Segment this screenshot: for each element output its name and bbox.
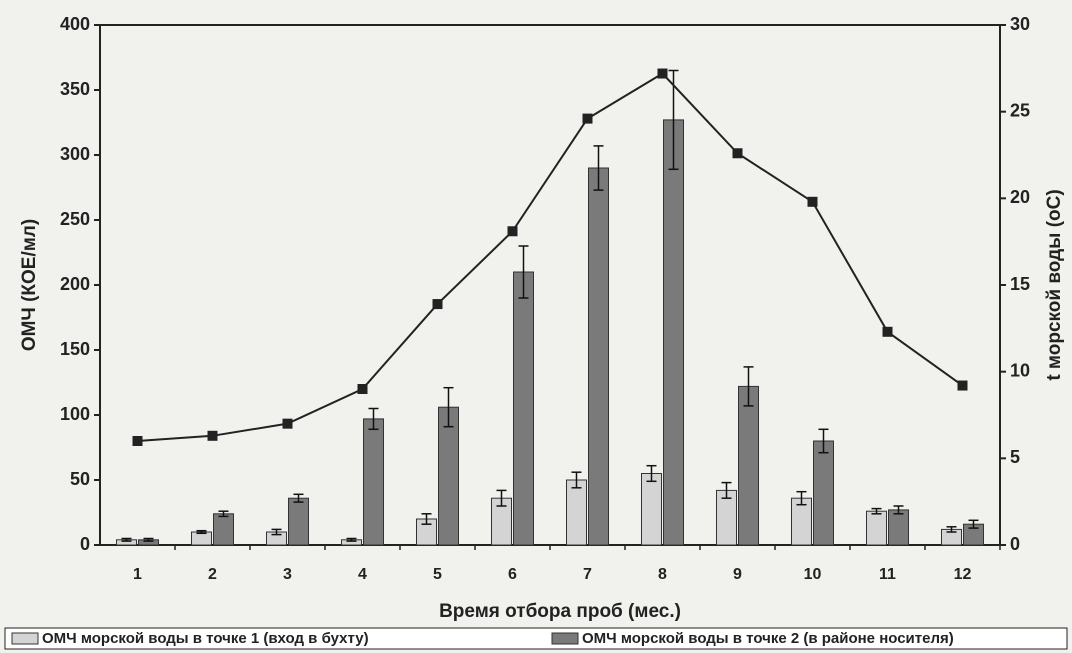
legend-swatch [552, 633, 578, 644]
y-tick-label: 50 [70, 469, 90, 489]
y2-tick-label: 30 [1010, 14, 1030, 34]
background [0, 0, 1072, 653]
y2-tick-label: 10 [1010, 360, 1030, 380]
line-marker [583, 114, 593, 124]
x-tick-label: 7 [583, 566, 592, 583]
bar [214, 514, 234, 545]
y-tick-label: 0 [80, 534, 90, 554]
y2-tick-label: 25 [1010, 100, 1030, 120]
y2-tick-label: 0 [1010, 534, 1020, 554]
x-tick-label: 8 [658, 566, 667, 583]
y2-axis-label: t морской воды (оС) [1044, 189, 1065, 380]
x-tick-label: 2 [208, 566, 217, 583]
line-marker [883, 327, 893, 337]
y-axis-label: ОМЧ (КОЕ/мл) [19, 219, 40, 351]
bar [664, 120, 684, 545]
line-marker [508, 226, 518, 236]
x-tick-label: 11 [879, 566, 896, 583]
x-tick-label: 4 [358, 566, 367, 583]
legend-label: ОМЧ морской воды в точке 2 (в районе нос… [582, 630, 954, 647]
legend-label: ОМЧ морской воды в точке 1 (вход в бухту… [42, 630, 369, 647]
x-tick-label: 12 [954, 566, 972, 583]
x-tick-label: 5 [433, 566, 442, 583]
line-marker [133, 436, 143, 446]
y-tick-label: 400 [60, 14, 90, 34]
y2-tick-label: 5 [1010, 447, 1020, 467]
x-tick-label: 1 [133, 566, 142, 583]
bar [567, 480, 587, 545]
line-marker [808, 197, 818, 207]
bar [642, 474, 662, 546]
line-marker [433, 299, 443, 309]
x-tick-label: 9 [733, 566, 742, 583]
x-axis-label: Время отбора проб (мес.) [439, 601, 681, 622]
y2-tick-label: 20 [1010, 187, 1030, 207]
line-marker [358, 384, 368, 394]
y-tick-label: 100 [60, 404, 90, 424]
bar [739, 386, 759, 545]
line-marker [208, 431, 218, 441]
chart: Время отбора проб (мес.) ОМЧ (КОЕ/мл) t … [0, 0, 1072, 653]
bar [364, 419, 384, 545]
bar [289, 498, 309, 545]
x-tick-label: 3 [283, 566, 292, 583]
y2-tick-label: 15 [1010, 274, 1030, 294]
bar [814, 441, 834, 545]
y-tick-label: 350 [60, 79, 90, 99]
line-marker [283, 419, 293, 429]
legend-swatch [12, 633, 38, 644]
bar [589, 168, 609, 545]
y-tick-label: 200 [60, 274, 90, 294]
y-tick-label: 250 [60, 209, 90, 229]
line-marker [658, 69, 668, 79]
bar [889, 510, 909, 545]
line-marker [733, 148, 743, 158]
bar [439, 407, 459, 545]
y-tick-label: 150 [60, 339, 90, 359]
x-tick-label: 10 [804, 566, 822, 583]
bar [867, 511, 887, 545]
y-tick-label: 300 [60, 144, 90, 164]
x-tick-label: 6 [508, 566, 517, 583]
bar [514, 272, 534, 545]
line-marker [958, 381, 968, 391]
